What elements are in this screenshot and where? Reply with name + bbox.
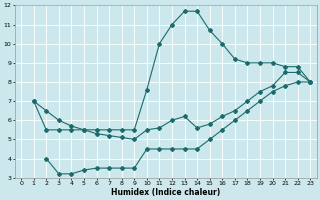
- X-axis label: Humidex (Indice chaleur): Humidex (Indice chaleur): [111, 188, 220, 197]
